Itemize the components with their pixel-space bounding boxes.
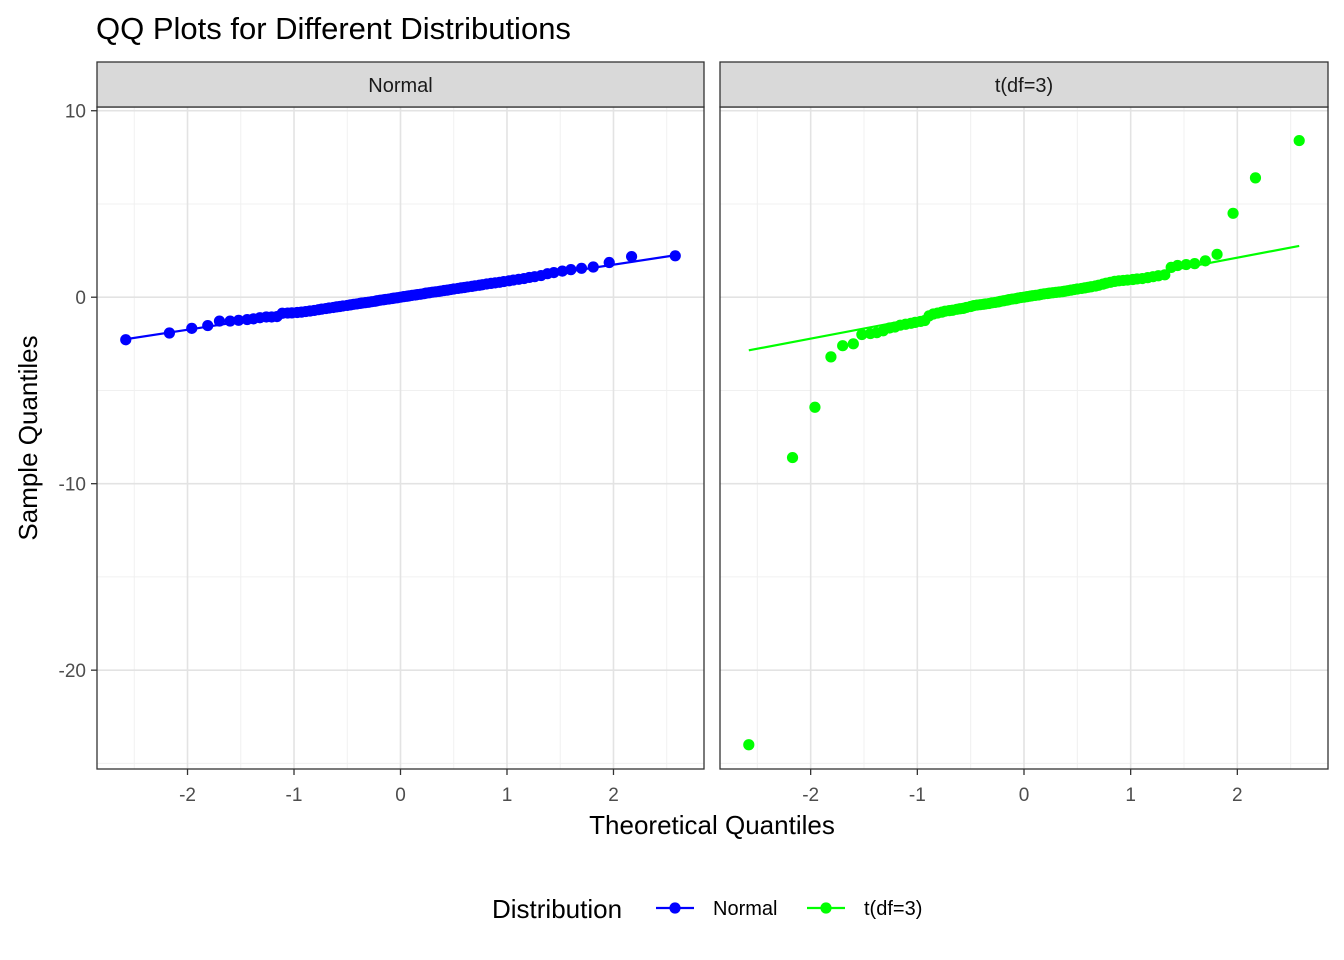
data-point (1199, 255, 1211, 267)
x-tick-label: 2 (1232, 785, 1243, 806)
facet-strip (719, 61, 1329, 108)
data-point (1293, 134, 1305, 147)
data-point (1189, 258, 1201, 270)
data-point (548, 266, 560, 279)
x-tick-label: -2 (179, 785, 196, 806)
y-axis-ticks: -20 -10 0 10 (59, 102, 97, 682)
facet-strip-label: t(df=3) (995, 75, 1053, 97)
data-point (856, 328, 868, 341)
legend-key-point (820, 902, 832, 914)
x-tick-label: 1 (502, 785, 513, 806)
x-tick-label: -1 (909, 785, 926, 806)
y-tick-label: -20 (59, 661, 86, 682)
data-point (825, 351, 837, 363)
legend-title: Distribution (492, 894, 622, 924)
legend: Distribution Normal t(df=3) (492, 894, 922, 924)
data-point (233, 314, 245, 326)
data-point (1180, 258, 1192, 271)
x-tick-label: 2 (608, 785, 619, 806)
panel-1: t(df=3) -2 -1 0 1 2 (719, 61, 1329, 806)
x-tick-label: -1 (286, 785, 303, 806)
y-tick-label: 0 (75, 288, 86, 309)
facet-panels: Normal -2 -1 0 1 2 t(df=3) -2 -1 0 1 2 (96, 61, 1329, 806)
x-tick-label: 1 (1125, 785, 1136, 806)
y-tick-label: -10 (59, 475, 86, 496)
data-point (625, 250, 638, 263)
data-point (743, 739, 755, 751)
x-axis-title: Theoretical Quantiles (589, 810, 835, 840)
data-point (224, 315, 236, 327)
y-axis-title: Sample Quantiles (13, 335, 43, 540)
facet-strip (96, 61, 705, 108)
legend-key-point (669, 902, 681, 914)
data-point (587, 261, 599, 273)
chart-title: QQ Plots for Different Distributions (96, 11, 571, 46)
x-tick-label: 0 (395, 785, 406, 806)
data-point (1211, 248, 1223, 260)
legend-label: Normal (713, 898, 777, 920)
data-point (1159, 269, 1171, 281)
data-point (669, 250, 681, 262)
data-point (809, 401, 821, 413)
data-point (163, 327, 176, 339)
x-tick-label: 0 (1019, 785, 1030, 806)
data-point (213, 315, 226, 327)
data-point (1249, 172, 1262, 184)
y-tick-label: 10 (65, 102, 86, 123)
panel-0: Normal -2 -1 0 1 2 (96, 61, 705, 806)
data-point (186, 322, 198, 334)
data-point (847, 338, 859, 350)
data-point (202, 319, 214, 332)
data-point (837, 340, 849, 352)
data-point (786, 451, 799, 464)
data-point (1172, 259, 1184, 272)
data-point (120, 334, 132, 346)
data-point (556, 265, 568, 277)
data-point (1227, 207, 1239, 219)
data-point (603, 256, 615, 269)
x-tick-label: -2 (802, 785, 819, 806)
data-point (575, 262, 588, 274)
legend-label: t(df=3) (864, 898, 922, 920)
data-point (565, 264, 577, 276)
facet-strip-label: Normal (368, 75, 432, 97)
